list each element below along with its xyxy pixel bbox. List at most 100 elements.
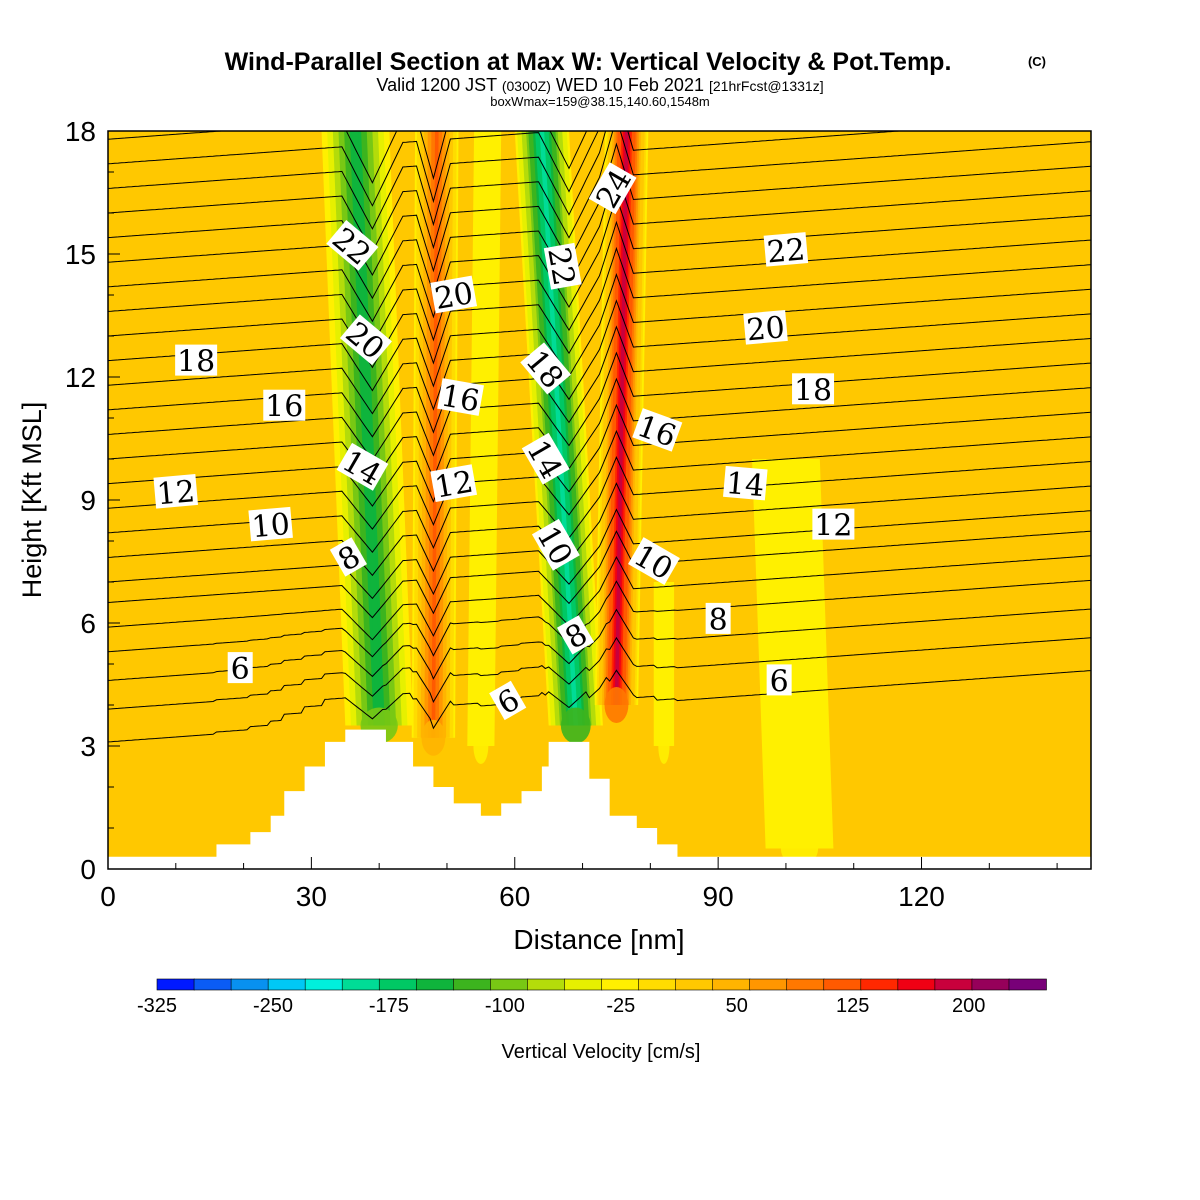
theta-contour [108, 669, 1091, 743]
contour-label: 22 [540, 242, 582, 290]
contour-label: 14 [723, 465, 768, 504]
svg-text:18: 18 [794, 373, 832, 408]
colorbar-tick-label: -250 [253, 995, 293, 1017]
colorbar-swatch [1008, 978, 1047, 991]
colorbar-swatch [267, 978, 306, 991]
contour-label: 6 [227, 652, 253, 687]
contour-label: 6 [766, 664, 792, 699]
colorbar-swatch [934, 978, 973, 991]
theta-contour [108, 482, 1091, 577]
y-tick-label: 15 [65, 239, 96, 270]
svg-text:20: 20 [432, 276, 476, 317]
theta-contour [108, 608, 1091, 681]
w-band [539, 131, 579, 726]
svg-text:12: 12 [155, 474, 196, 512]
w-band-cap [604, 687, 629, 723]
contour-label: 10 [248, 506, 293, 545]
theta-contour [108, 636, 1091, 710]
w-band [663, 582, 665, 746]
colorbar-swatch [786, 978, 825, 991]
valid-time: Valid 1200 JST [376, 75, 497, 95]
colorbar-swatch [712, 978, 751, 991]
chart-subtitle: Valid 1200 JST (0300Z) WED 10 Feb 2021 [… [376, 75, 823, 95]
contour-label: 16 [263, 389, 306, 425]
x-tick-label: 0 [100, 881, 116, 912]
colorbar-tick-label: 200 [952, 995, 985, 1017]
contour-label: 12 [812, 508, 855, 544]
colorbar-tick-label: -175 [369, 995, 409, 1017]
y-tick-label: 9 [80, 485, 96, 516]
w-band-cap [421, 719, 446, 756]
forecast-info: [21hrFcst@1331z] [709, 78, 824, 94]
w-band [352, 131, 382, 726]
chart-subtitle-2: boxWmax=159@38.15,140.60,1548m [490, 94, 710, 109]
svg-text:22: 22 [766, 232, 807, 270]
colorbar-swatch [230, 978, 269, 991]
svg-text:6: 6 [231, 652, 250, 687]
valid-day: WED 10 Feb 2021 [556, 75, 704, 95]
contour-label: 20 [430, 275, 478, 317]
svg-text:22: 22 [540, 245, 581, 289]
plot-area: 6121810168142022612162010141822248101686… [65, 116, 1092, 912]
svg-text:20: 20 [745, 310, 786, 348]
w-band [479, 131, 489, 746]
y-tick-label: 0 [80, 854, 96, 885]
contour-label: 22 [763, 232, 809, 270]
theta-contour [108, 246, 1091, 369]
colorbar-tick-label: 125 [836, 995, 869, 1017]
theta-contour [108, 530, 1091, 619]
y-axis-label: Height [Kft MSL] [17, 402, 47, 599]
x-axis-label: Distance [nm] [513, 924, 684, 955]
svg-text:12: 12 [432, 465, 476, 506]
colorbar-swatch [823, 978, 862, 991]
colorbar-swatch [897, 978, 936, 991]
theta-contour [108, 220, 1091, 346]
colorbar-swatch [490, 978, 529, 991]
y-axis: 0 3 6 9 12 15 18 [65, 116, 120, 885]
colorbar-swatch [341, 978, 381, 991]
utc-time: (0300Z) [502, 78, 551, 94]
theta-contour [108, 377, 1091, 484]
x-tick-label: 60 [499, 881, 530, 912]
contour-label: 18 [175, 344, 218, 380]
colorbar-swatch [415, 978, 455, 991]
theta-contour [108, 351, 1091, 461]
theta-contour [108, 429, 1091, 530]
theta-contour [108, 168, 1091, 300]
potential-temperature-contours [108, 131, 1091, 743]
svg-text:6: 6 [770, 664, 789, 699]
colorbar-swatch [675, 978, 714, 991]
theta-contour [108, 555, 1091, 641]
colorbar-ticks: -325 -250 -175 -100 -25 50 125 200 [137, 995, 985, 1017]
w-band-cap [473, 728, 489, 764]
colorbar [156, 978, 1047, 991]
colorbar-swatch [749, 978, 788, 991]
contour-label: 12 [430, 464, 478, 506]
svg-text:16: 16 [438, 378, 482, 419]
colorbar-swatch [971, 978, 1010, 991]
x-tick-label: 30 [296, 881, 327, 912]
w-band-cap [560, 707, 591, 744]
svg-text:14: 14 [725, 466, 766, 504]
theta-contour [108, 508, 1091, 600]
theta-contour [108, 403, 1091, 507]
y-tick-label: 3 [80, 731, 96, 762]
copyright-mark: (C) [1028, 54, 1046, 69]
svg-text:16: 16 [265, 390, 303, 425]
colorbar-swatch [638, 978, 677, 991]
y-tick-label: 18 [65, 116, 96, 147]
colorbar-swatch [601, 978, 640, 991]
theta-contour [108, 194, 1091, 323]
contour-label: 16 [437, 378, 484, 420]
theta-contour [108, 579, 1091, 658]
colorbar-label: Vertical Velocity [cm/s] [502, 1041, 701, 1063]
colorbar-swatch [193, 978, 232, 991]
colorbar-tick-label: -25 [606, 995, 635, 1017]
colorbar-tick-label: 50 [726, 995, 748, 1017]
svg-text:8: 8 [709, 603, 728, 638]
colorbar-swatch [564, 978, 603, 991]
theta-contour [108, 131, 599, 207]
theta-contour [108, 131, 1091, 253]
colorbar-swatch [378, 978, 418, 991]
